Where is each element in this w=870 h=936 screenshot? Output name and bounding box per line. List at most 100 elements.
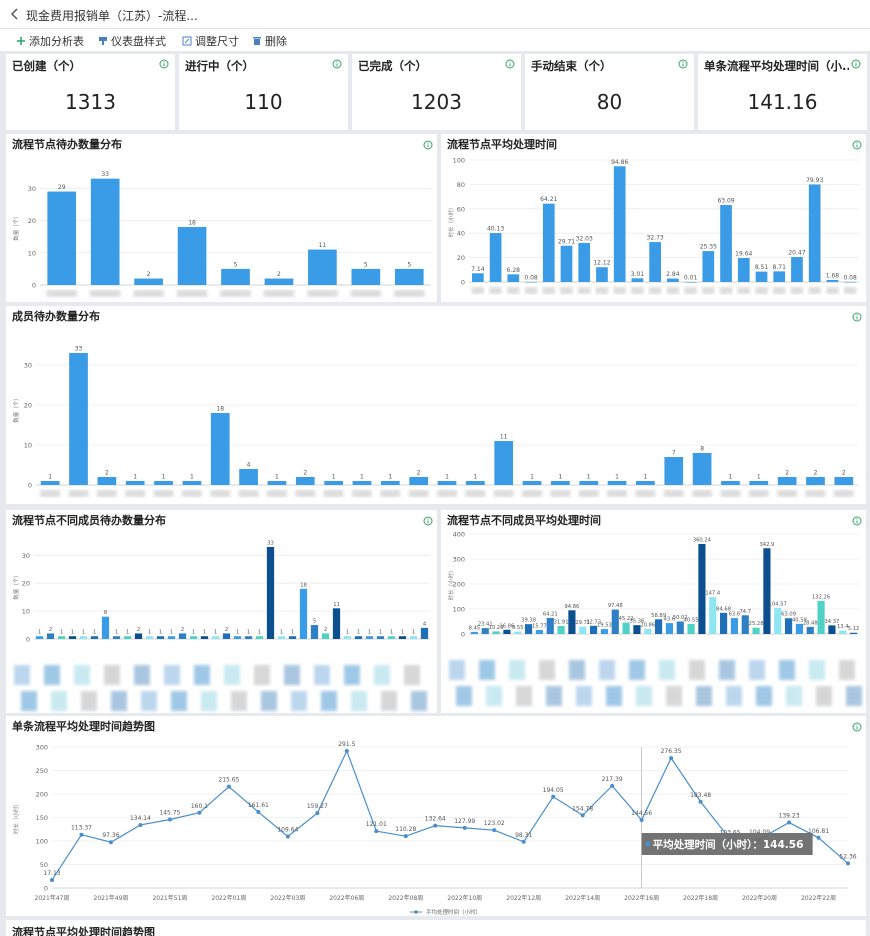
info-icon[interactable] <box>423 516 433 526</box>
bar <box>156 636 165 639</box>
line-point <box>226 784 231 789</box>
bar <box>578 242 591 282</box>
line-series <box>51 749 849 881</box>
info-icon[interactable] <box>159 59 169 69</box>
bar-value-label: 1 <box>401 630 404 636</box>
info-icon[interactable] <box>852 722 862 732</box>
x-tick-label: 2022年22周 <box>801 894 836 902</box>
blurred-category-label <box>719 287 733 294</box>
chart-title: 流程节点不同成员待办数量分布 <box>12 513 166 527</box>
info-icon[interactable] <box>332 59 342 69</box>
bar-value-label: 342.9 <box>759 542 774 548</box>
chart-title: 成员待办数量分布 <box>12 309 100 323</box>
blurred-legend <box>456 686 472 706</box>
bar <box>68 636 77 639</box>
bar <box>47 191 77 285</box>
bar-value-label: 13.4 <box>837 624 849 630</box>
resize-button[interactable]: 调整尺寸 <box>182 33 239 49</box>
bar <box>720 205 732 282</box>
bar-value-label: 1 <box>258 630 261 636</box>
delete-button[interactable]: 删除 <box>252 33 287 49</box>
blurred-legend <box>816 686 832 706</box>
bar <box>354 636 363 639</box>
bar <box>465 481 485 485</box>
bar-value-label: 1 <box>729 474 733 481</box>
bar <box>481 628 489 634</box>
chart-panel: 成员待办数量分布 0 10 20 30 数量（个） 1 33 2 1 1 1 18 4 1 2 1 1 1 2 1 1 11… <box>6 306 866 504</box>
y-axis-label: 数量（个） <box>12 395 20 423</box>
bar-value-label: 1 <box>346 630 349 636</box>
bar-value-label: 2 <box>814 470 818 477</box>
page-title: 现金费用报销单（江苏）-流程... <box>26 9 198 23</box>
blurred-category-label <box>631 287 644 294</box>
info-icon[interactable] <box>852 140 862 150</box>
bar-value-label: 1 <box>275 474 279 481</box>
blurred-category-label <box>560 287 573 294</box>
bar <box>514 631 522 634</box>
blurred-category-label <box>350 290 382 297</box>
info-icon[interactable] <box>423 140 433 150</box>
bar <box>795 623 803 634</box>
chart-panel: 流程节点不同成员平均处理时间 0 100 200 300 400 时长（小时） 8.45 23.… <box>441 510 866 713</box>
bar-value-label: 18 <box>300 582 307 588</box>
info-icon[interactable] <box>505 59 515 69</box>
x-tick-label: 2022年18周 <box>683 894 718 902</box>
blurred-legend <box>719 660 735 680</box>
info-icon[interactable] <box>852 516 862 526</box>
style-button[interactable]: 仪表盘样式 <box>98 33 166 49</box>
bar-value-label: 1 <box>291 630 294 636</box>
bar <box>542 203 555 282</box>
bar <box>828 625 836 634</box>
bar <box>332 608 341 639</box>
y-tick-label: 0 <box>32 282 36 290</box>
bar <box>255 636 264 639</box>
x-tick-label: 2022年14周 <box>565 894 600 902</box>
info-icon[interactable] <box>678 59 688 69</box>
header: 现金费用报销单（江苏）-流程... <box>0 0 870 29</box>
blurred-category-label <box>263 290 295 297</box>
bar-value-label: 33 <box>75 346 83 353</box>
bar <box>655 619 663 634</box>
bar-value-label: 8 <box>104 610 107 616</box>
info-icon[interactable] <box>852 312 862 322</box>
bar-value-label: 1 <box>643 474 647 481</box>
back-icon[interactable] <box>9 7 21 21</box>
bar-value-label: 40.13 <box>487 226 504 233</box>
blurred-legend <box>104 665 120 685</box>
y-tick-label: 30 <box>24 362 32 370</box>
y-tick-label: 30 <box>28 185 36 193</box>
x-tick-label: 2022年20周 <box>742 894 777 902</box>
y-tick-label: 10 <box>24 442 32 450</box>
bar-value-label: 1 <box>388 474 392 481</box>
y-tick-label: 300 <box>453 556 465 564</box>
bar <box>644 628 652 634</box>
add-button[interactable]: 添加分析表 <box>16 33 84 49</box>
bar-value-label: 147.4 <box>705 591 721 597</box>
info-ring <box>852 312 862 322</box>
info-icon[interactable] <box>851 59 861 69</box>
blurred-category-label <box>181 490 202 497</box>
bar-value-label: 94.86 <box>564 604 579 610</box>
bar-value-label: 1.68 <box>826 272 840 279</box>
point-value-label: 159.27 <box>307 803 328 810</box>
blurred-legend <box>756 686 772 706</box>
bar <box>755 271 768 282</box>
blurred-legend <box>809 660 825 680</box>
bar <box>264 278 294 285</box>
bar-value-label: 32.73 <box>586 619 601 625</box>
bar-value-label: 7 <box>672 450 676 457</box>
bar <box>310 625 319 639</box>
x-tick-label: 2022年08周 <box>388 894 423 902</box>
bar <box>560 245 573 282</box>
bar <box>752 627 760 634</box>
blurred-legend <box>546 686 562 706</box>
blurred-category-label <box>394 290 425 297</box>
kpi-value: 110 <box>244 90 283 114</box>
bar <box>376 636 385 639</box>
x-tick-label: 2021年47周 <box>35 894 70 902</box>
blurred-legend <box>111 691 127 711</box>
bar-value-label: 1 <box>530 474 534 481</box>
y-tick-label: 60 <box>457 205 465 213</box>
bar-value-label: 33 <box>267 540 274 546</box>
bar-value-label: 1 <box>82 630 85 636</box>
